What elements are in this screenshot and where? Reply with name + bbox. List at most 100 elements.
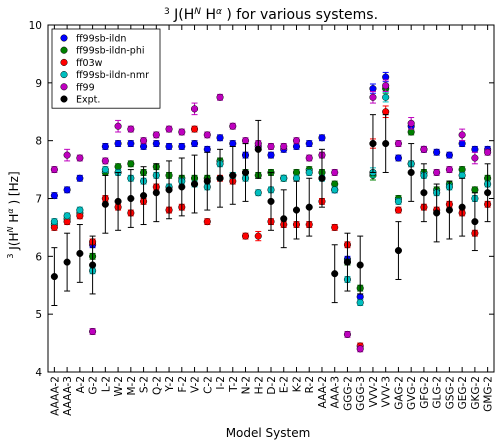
data-point	[382, 108, 390, 116]
data-point	[305, 154, 313, 162]
x-tick-label: R-2	[304, 376, 316, 393]
legend-entry: ff99sb-ildn	[60, 34, 126, 45]
data-point	[190, 105, 199, 113]
data-point	[305, 140, 313, 148]
data-point	[254, 232, 262, 240]
data-point	[305, 203, 313, 211]
data-point	[331, 168, 339, 177]
data-point	[229, 122, 237, 130]
data-point	[382, 93, 390, 101]
axes: 4 5 6 7 8 9 10 AAAA-2 AAAA-3 A-2 G-2 L-2 W-2 M-2 S-2 Q-…	[29, 20, 495, 416]
x-tick-label: S-2	[139, 376, 151, 393]
legend-label: ff99sb-ildn	[76, 34, 126, 45]
data-point	[280, 215, 288, 223]
x-tick-label: GVG-2	[406, 376, 418, 410]
x-tick-label: GEG-2	[457, 376, 469, 409]
data-point	[101, 166, 109, 174]
data-point	[369, 85, 377, 93]
data-point	[178, 128, 186, 136]
y-tick-label: 9	[35, 78, 42, 90]
data-point	[445, 206, 453, 214]
data-point	[127, 194, 135, 203]
data-point	[140, 192, 148, 200]
x-tick-label: V-2	[190, 376, 202, 393]
data-point	[318, 134, 326, 142]
data-point	[190, 180, 199, 188]
x-tick-label: VVV-3	[381, 376, 393, 407]
legend-marker	[60, 83, 68, 91]
x-tick-label: K-2	[291, 376, 303, 392]
data-point	[407, 168, 415, 177]
legend: ff99sb-ildnff99sb-ildn-phiff03wff99sb-il…	[51, 28, 161, 109]
data-point	[382, 73, 390, 81]
x-tick-label: G-2	[88, 376, 100, 395]
data-point	[471, 186, 479, 194]
data-point	[216, 174, 224, 182]
x-tick-label: GMG-2	[483, 376, 495, 412]
data-point	[114, 140, 122, 148]
data-point	[229, 171, 237, 179]
series-ff99	[50, 79, 492, 353]
x-tick-label: T-2	[228, 376, 240, 393]
data-point	[471, 218, 479, 226]
data-point	[140, 137, 148, 145]
legend-marker	[60, 95, 68, 103]
data-point	[165, 142, 173, 150]
x-tick-label: AAAA-3	[62, 376, 74, 416]
x-tick-label: AAA-2	[317, 376, 329, 408]
data-point	[292, 174, 301, 182]
data-point	[420, 145, 428, 153]
data-point	[369, 140, 377, 148]
x-tick-label: C-2	[202, 376, 214, 394]
data-point	[394, 206, 402, 214]
legend-label: ff99sb-ildn-nmr	[76, 70, 149, 81]
data-point	[267, 142, 275, 150]
data-point	[394, 154, 402, 162]
x-axis-title: Model System	[226, 426, 311, 440]
y-tick-label: 4	[35, 367, 42, 379]
data-point	[216, 134, 224, 142]
x-tick-label: W-2	[113, 376, 125, 396]
data-point	[433, 148, 441, 156]
legend-entry: Expt.	[60, 95, 100, 106]
data-point	[382, 82, 390, 90]
x-tick-label: GKG-2	[470, 376, 482, 410]
data-point	[203, 145, 211, 153]
data-point	[433, 168, 441, 177]
data-point	[203, 218, 211, 226]
data-point	[241, 232, 250, 240]
legend-entry: ff03w	[60, 58, 103, 69]
data-point	[433, 209, 441, 217]
x-tick-label: AAAA-2	[49, 376, 61, 416]
data-point	[318, 174, 326, 182]
legend-entry: ff99sb-ildn-phi	[60, 46, 145, 57]
plot-area	[50, 71, 492, 353]
x-tick-label: E-2	[279, 376, 291, 393]
y-tick-label: 5	[35, 309, 42, 321]
data-point	[292, 206, 301, 214]
data-point	[114, 197, 122, 205]
x-tick-label: Q-2	[151, 376, 163, 395]
x-tick-label: GAG-2	[393, 376, 405, 410]
x-tick-label: GGG-3	[355, 376, 367, 411]
data-point	[127, 160, 135, 168]
data-point	[394, 140, 402, 148]
data-point	[292, 137, 301, 145]
data-point	[356, 261, 364, 269]
x-tick-label: N-2	[241, 376, 253, 394]
data-point	[280, 142, 288, 150]
data-point	[445, 166, 453, 174]
data-point	[484, 148, 492, 156]
x-tick-label: Y-2	[164, 376, 176, 393]
x-tick-label: H-2	[253, 376, 265, 394]
data-point	[50, 273, 58, 281]
data-point	[343, 330, 352, 338]
chart-title: 3 J(HN Hα ) for various systems.	[164, 7, 378, 23]
data-point	[458, 131, 466, 139]
data-point	[382, 140, 390, 148]
x-tick-label: L-2	[100, 376, 112, 392]
x-tick-label: I-2	[215, 376, 227, 390]
x-tick-label: M-2	[126, 376, 138, 396]
data-point	[203, 177, 211, 185]
